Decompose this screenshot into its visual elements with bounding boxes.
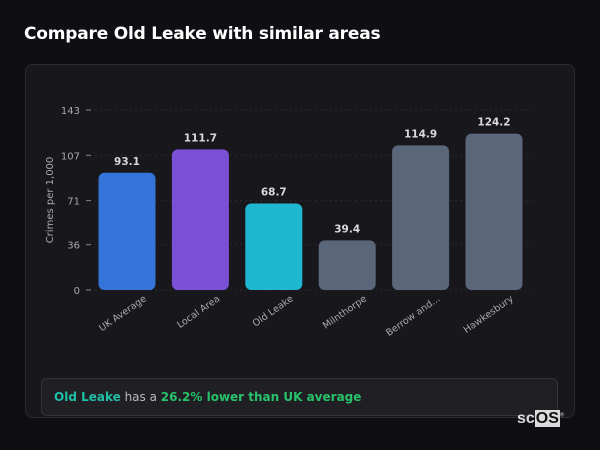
y-tick-label: 143 — [61, 106, 80, 117]
bar — [465, 133, 523, 290]
bar — [392, 145, 450, 290]
summary-box: Old Leake has a 26.2% lower than UK aver… — [41, 378, 558, 416]
x-tick-label: Hawkesbury — [462, 293, 516, 336]
summary-comparison: 26.2% lower than UK average — [160, 390, 362, 404]
page-title: Compare Old Leake with similar areas — [24, 24, 381, 44]
y-tick-label: 0 — [74, 286, 80, 297]
bar — [98, 172, 156, 290]
bar-value-label: 111.7 — [184, 132, 217, 144]
bar-value-label: 93.1 — [114, 156, 140, 168]
bar — [171, 149, 229, 290]
x-tick-label: Local Area — [175, 293, 222, 330]
y-tick-label: 36 — [67, 241, 80, 252]
summary-area: Old Leake — [54, 390, 121, 404]
y-tick-label: 107 — [61, 151, 80, 162]
bar-value-label: 124.2 — [477, 117, 510, 129]
x-tick-label: UK Average — [97, 293, 149, 334]
bar-value-label: 68.7 — [261, 187, 287, 199]
x-tick-label: Old Leake — [251, 293, 296, 329]
x-tick-label: Milnthorpe — [321, 293, 369, 331]
y-axis-label: Crimes per 1,000 — [45, 157, 56, 244]
bar — [245, 203, 303, 290]
summary-text: has a — [120, 390, 161, 404]
bar-value-label: 114.9 — [404, 128, 437, 140]
x-tick-label: Berrow and... — [384, 293, 442, 338]
y-tick-label: 71 — [67, 197, 80, 208]
bar — [318, 240, 376, 290]
bar-value-label: 39.4 — [334, 223, 360, 235]
scos-logo: scOS® — [517, 410, 565, 427]
